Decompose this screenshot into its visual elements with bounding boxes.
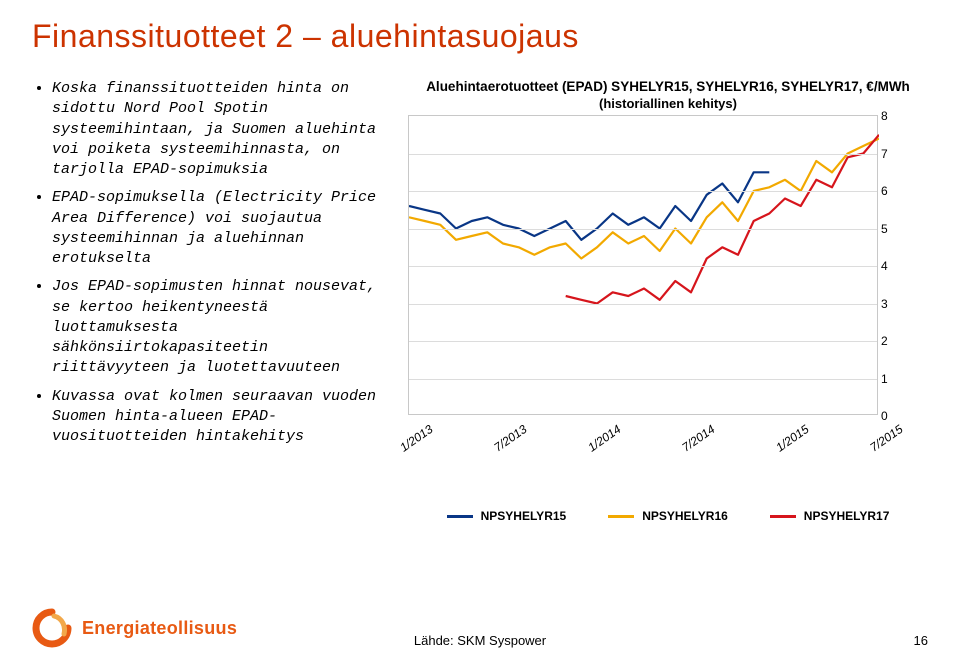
legend-swatch	[608, 515, 634, 518]
bullet-item: Jos EPAD-sopimusten hinnat nousevat, se …	[52, 277, 388, 378]
x-tick-label: 1/2013	[397, 422, 435, 455]
source-text: Lähde: SKM Syspower	[414, 633, 546, 648]
gridline	[409, 266, 877, 267]
y-tick-label: 2	[881, 334, 899, 348]
content-row: Koska finanssituotteiden hinta on sidott…	[32, 79, 928, 523]
legend-swatch	[770, 515, 796, 518]
page-number: 16	[914, 633, 928, 648]
footer: Energiateollisuus Lähde: SKM Syspower 16	[32, 608, 928, 648]
right-column: Aluehintaerotuotteet (EPAD) SYHELYR15, S…	[408, 79, 928, 523]
logo-text: Energiateollisuus	[82, 618, 237, 639]
bullet-item: Koska finanssituotteiden hinta on sidott…	[52, 79, 388, 180]
y-tick-label: 3	[881, 297, 899, 311]
bullet-item: Kuvassa ovat kolmen seuraavan vuoden Suo…	[52, 387, 388, 448]
x-tick-label: 7/2014	[679, 422, 717, 455]
series-line	[409, 139, 879, 259]
x-tick-label: 1/2014	[585, 422, 623, 455]
y-tick-label: 7	[881, 147, 899, 161]
series-line	[409, 172, 769, 240]
chart-title: Aluehintaerotuotteet (EPAD) SYHELYR15, S…	[408, 79, 928, 94]
legend-swatch	[447, 515, 473, 518]
x-tick-label: 7/2013	[491, 422, 529, 455]
chart: Aluehintaerotuotteet (EPAD) SYHELYR15, S…	[408, 79, 928, 439]
legend-item: NPSYHELYR16	[608, 509, 728, 523]
gridline	[409, 229, 877, 230]
gridline	[409, 154, 877, 155]
y-tick-label: 1	[881, 372, 899, 386]
logo: Energiateollisuus	[32, 608, 237, 648]
chart-legend: NPSYHELYR15 NPSYHELYR16 NPSYHELYR17	[408, 509, 928, 523]
x-tick-label: 1/2015	[773, 422, 811, 455]
y-tick-label: 4	[881, 259, 899, 273]
bullet-item: EPAD-sopimuksella (Electricity Price Are…	[52, 188, 388, 269]
y-tick-label: 5	[881, 222, 899, 236]
gridline	[409, 191, 877, 192]
legend-item: NPSYHELYR17	[770, 509, 890, 523]
legend-label: NPSYHELYR15	[481, 509, 567, 523]
left-column: Koska finanssituotteiden hinta on sidott…	[32, 79, 388, 523]
gridline	[409, 304, 877, 305]
chart-plot-area: 0123456781/20137/20131/20147/20141/20157…	[408, 115, 878, 415]
logo-icon	[32, 608, 72, 648]
page-title: Finanssituotteet 2 – aluehintasuojaus	[32, 18, 928, 55]
y-tick-label: 6	[881, 184, 899, 198]
x-tick-label: 7/2015	[867, 422, 905, 455]
bullet-list: Koska finanssituotteiden hinta on sidott…	[32, 79, 388, 447]
gridline	[409, 379, 877, 380]
slide: Finanssituotteet 2 – aluehintasuojaus Ko…	[0, 0, 960, 658]
y-tick-label: 0	[881, 409, 899, 423]
legend-label: NPSYHELYR17	[804, 509, 890, 523]
series-line	[566, 135, 879, 304]
gridline	[409, 341, 877, 342]
y-tick-label: 8	[881, 109, 899, 123]
chart-subtitle: (historiallinen kehitys)	[408, 96, 928, 111]
legend-item: NPSYHELYR15	[447, 509, 567, 523]
legend-label: NPSYHELYR16	[642, 509, 728, 523]
